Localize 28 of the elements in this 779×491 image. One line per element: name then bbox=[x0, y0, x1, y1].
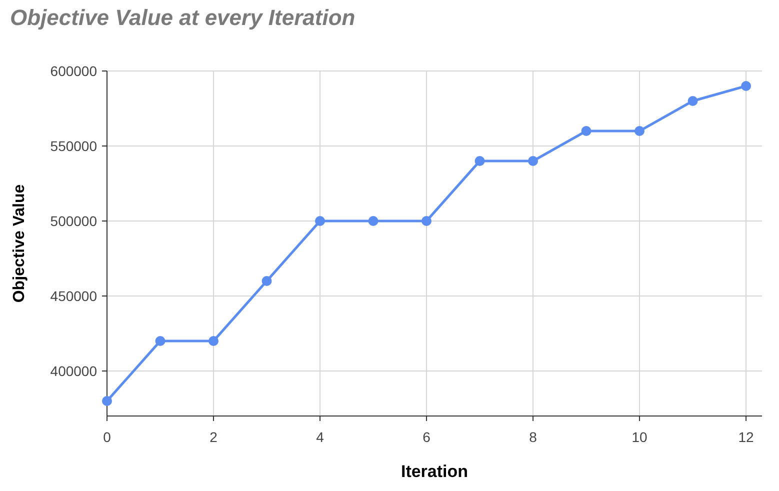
point bbox=[368, 216, 378, 226]
x-tick-label: 2 bbox=[210, 429, 218, 445]
point bbox=[102, 396, 112, 406]
x-tick-label: 6 bbox=[422, 429, 431, 445]
point bbox=[262, 276, 272, 286]
point bbox=[688, 96, 698, 106]
point bbox=[208, 336, 219, 346]
point bbox=[528, 156, 538, 166]
y-axis-title: Objective Value bbox=[11, 184, 28, 303]
point bbox=[581, 126, 592, 136]
x-tick-label: 8 bbox=[529, 429, 538, 445]
point bbox=[422, 216, 432, 226]
y-tick-label: 400000 bbox=[50, 363, 98, 379]
x-tick-label: 10 bbox=[632, 429, 648, 445]
y-tick-label: 500000 bbox=[50, 213, 98, 229]
chart-title: Objective Value at every Iteration bbox=[10, 5, 356, 30]
point bbox=[741, 81, 752, 91]
x-axis-title: Iteration bbox=[400, 462, 468, 481]
x-tick-label: 0 bbox=[103, 429, 112, 445]
y-tick-label: 450000 bbox=[50, 288, 98, 304]
point bbox=[634, 126, 645, 136]
y-tick-label: 600000 bbox=[50, 63, 98, 79]
point bbox=[315, 216, 326, 226]
x-tick-label: 12 bbox=[738, 429, 754, 445]
point bbox=[474, 156, 485, 166]
point bbox=[155, 336, 166, 346]
x-tick-label: 4 bbox=[316, 429, 324, 445]
y-tick-label: 550000 bbox=[50, 138, 98, 154]
